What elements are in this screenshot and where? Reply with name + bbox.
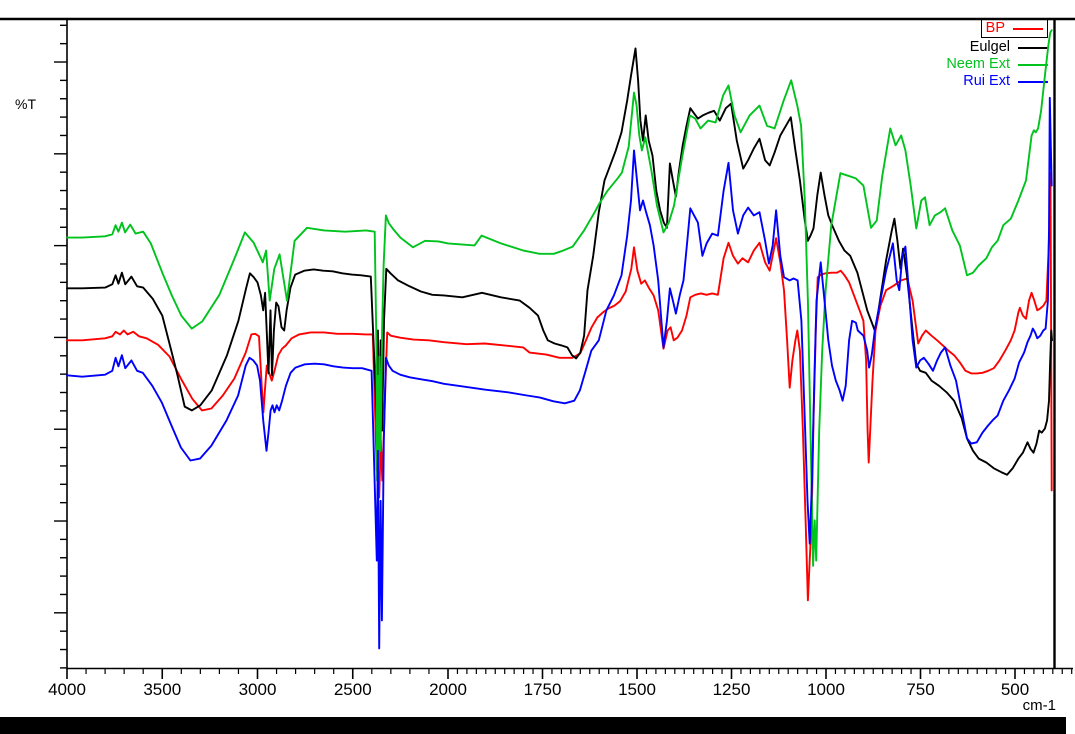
x-axis-unit-label: cm-1: [1022, 697, 1056, 714]
legend: BP Eulgel Neem Ext Rui Ext: [946, 19, 1048, 90]
x-tick-label: 750: [906, 680, 935, 699]
spectrum-curve-neem-ext: [66, 29, 1053, 567]
x-tick-label: 3500: [143, 680, 182, 699]
spectrum-curve-rui-ext: [66, 96, 1053, 650]
x-tick-label: 1500: [618, 680, 656, 699]
bottom-black-bar: [0, 717, 1066, 734]
axes-frame: [0, 17, 1075, 670]
legend-item-bp[interactable]: BP: [980, 19, 1048, 38]
x-tick-label: 1250: [712, 680, 751, 699]
x-axis-minor-ticks: [85, 668, 1073, 674]
x-tick-label: 1000: [807, 680, 845, 699]
spectrum-curve-eulgel: [66, 47, 1053, 476]
legend-label: Neem Ext: [946, 56, 1010, 72]
legend-line-swatch: [1018, 46, 1048, 49]
x-tick-label: 2000: [429, 680, 467, 699]
legend-item-neem-ext[interactable]: Neem Ext: [946, 56, 1048, 73]
x-tick-label: 4000: [48, 680, 86, 699]
legend-line-swatch: [1018, 63, 1048, 66]
legend-line-swatch: [1013, 27, 1043, 30]
x-axis-major-ticks: [66, 668, 1016, 679]
legend-label: Eulgel: [969, 39, 1010, 55]
x-tick-label: 1750: [523, 680, 562, 699]
legend-label: Rui Ext: [963, 73, 1010, 89]
legend-item-rui-ext[interactable]: Rui Ext: [963, 73, 1048, 90]
legend-line-swatch: [1018, 80, 1048, 83]
legend-item-eulgel[interactable]: Eulgel: [970, 39, 1048, 56]
spectrum-curve-bp: [66, 172, 1053, 602]
x-tick-label: 2500: [333, 680, 372, 699]
x-tick-label: 500: [1000, 680, 1030, 699]
legend-label: BP: [985, 20, 1005, 36]
y-axis-label: %T: [15, 96, 36, 112]
y-axis-ticks: [54, 24, 67, 669]
x-tick-label: 3000: [238, 680, 277, 699]
